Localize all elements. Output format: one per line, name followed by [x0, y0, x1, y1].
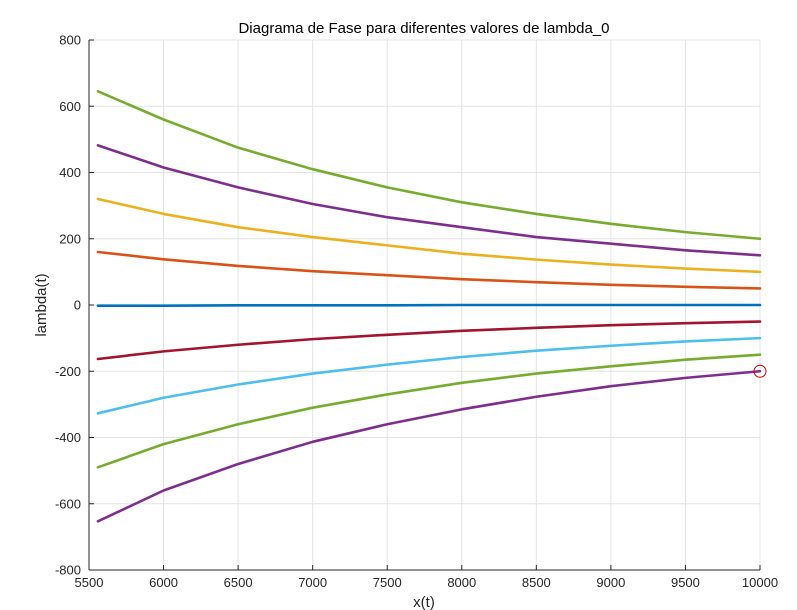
y-tick-label-6: 400 — [59, 165, 81, 180]
axes — [88, 39, 761, 571]
x-tick-label-9: 10000 — [742, 575, 778, 590]
x-tick-label-5: 8000 — [447, 575, 476, 590]
x-tick-label-0: 5500 — [75, 575, 104, 590]
marker-circle-1 — [753, 364, 767, 378]
y-tick-label-2: -400 — [55, 430, 81, 445]
y-tick-label-8: 800 — [59, 33, 81, 48]
series-line-5 — [96, 303, 762, 307]
x-tick-label-2: 6500 — [224, 575, 253, 590]
y-axis-label: lambda(t) — [33, 273, 50, 336]
y-tick-label-3: -200 — [55, 364, 81, 379]
x-tick-label-7: 9000 — [596, 575, 625, 590]
series-line-8 — [96, 353, 762, 469]
x-tick-label-4: 7500 — [373, 575, 402, 590]
series-line-9 — [96, 369, 762, 523]
y-tick-label-0: -800 — [55, 563, 81, 578]
series-line-7 — [96, 336, 762, 415]
y-tick-label-5: 200 — [59, 231, 81, 246]
x-tick-label-3: 7000 — [298, 575, 327, 590]
series-line-3 — [96, 197, 762, 274]
tick-labels: 5500 6000 6500 7000 7500 8000 8500 9000 9500 1000… — [55, 33, 778, 591]
series-line-4 — [96, 250, 762, 290]
x-axis-label: x(t) — [413, 594, 435, 610]
y-tick-label-7: 600 — [59, 99, 81, 114]
series-lines — [96, 90, 762, 523]
series-line-6 — [96, 320, 762, 361]
chart-title: Diagrama de Fase para diferentes valores… — [238, 20, 609, 37]
series-line-1 — [96, 90, 762, 241]
x-tick-label-1: 6000 — [149, 575, 178, 590]
markers — [753, 364, 767, 378]
x-tick-label-6: 8500 — [522, 575, 551, 590]
series-line-2 — [96, 144, 762, 257]
y-tick-label-1: -600 — [55, 496, 81, 511]
x-tick-label-8: 9500 — [671, 575, 700, 590]
y-tick-label-4: 0 — [74, 298, 81, 313]
